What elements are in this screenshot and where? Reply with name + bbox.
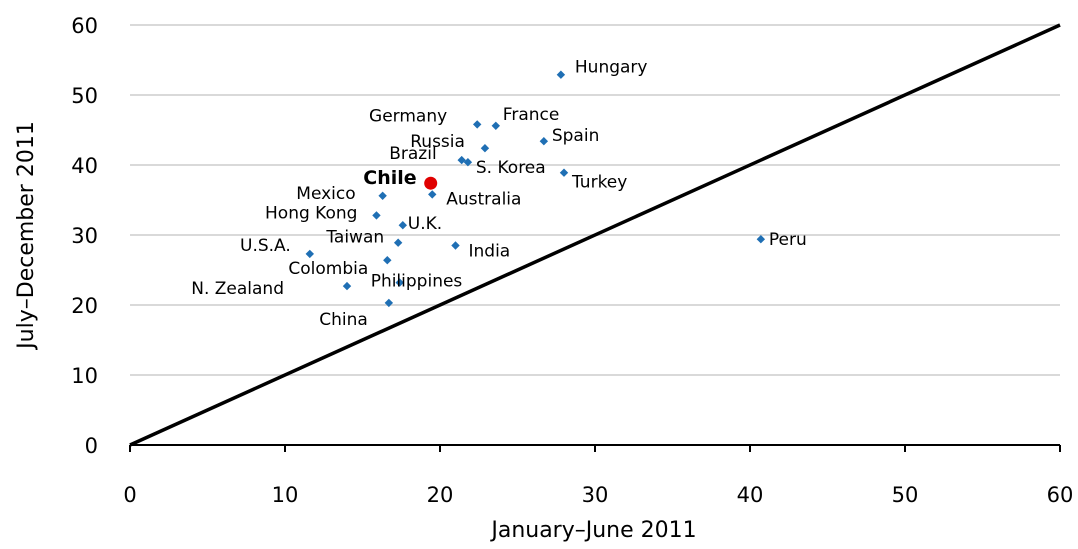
y-tick-label: 50 [71, 84, 98, 108]
data-points [305, 70, 766, 308]
x-tick-label: 50 [892, 483, 919, 507]
point-label: Russia [410, 132, 465, 152]
point-label: Spain [552, 126, 600, 146]
data-point [559, 168, 569, 177]
point-label: Colombia [288, 259, 368, 279]
point-label: Taiwan [325, 228, 384, 248]
axes: 0 10 20 30 40 50 60 0 10 20 30 40 50 60 [71, 14, 1073, 507]
x-tick-label: 0 [123, 483, 136, 507]
point-label: N. Zealand [191, 279, 284, 299]
y-tick-label: 0 [85, 434, 98, 458]
point-label: S. Korea [476, 158, 546, 178]
point-label: India [469, 242, 511, 262]
point-label: Mexico [296, 184, 355, 204]
y-tick-label: 20 [71, 294, 98, 318]
data-point [491, 121, 500, 130]
point-label: Peru [769, 230, 807, 250]
x-tick-label: 40 [737, 483, 764, 507]
data-point [372, 211, 381, 220]
data-point [473, 120, 482, 129]
point-label: U.S.A. [240, 236, 291, 256]
x-tick-label: 60 [1047, 483, 1074, 507]
y-tick-label: 40 [71, 154, 98, 178]
data-point [305, 249, 314, 259]
point-label: Germany [369, 106, 447, 126]
x-axis-title: January–June 2011 [489, 518, 696, 543]
data-point [383, 256, 392, 265]
y-tick-label: 60 [71, 14, 98, 38]
reference-line [129, 23, 1061, 447]
data-point-highlight [424, 176, 438, 190]
y-tick-label: 30 [71, 224, 98, 248]
point-label: Turkey [571, 173, 627, 193]
y-tick-label: 10 [71, 364, 98, 388]
data-point [556, 70, 566, 79]
x-tick-label: 20 [427, 483, 454, 507]
data-point [342, 281, 352, 291]
data-point [539, 137, 549, 146]
reference-line-group [129, 23, 1061, 447]
data-point [393, 238, 403, 247]
data-point [395, 278, 404, 287]
point-label: China [319, 310, 368, 330]
point-label: Brazil [389, 144, 436, 164]
point-label: Chile [363, 167, 416, 189]
point-label: Hong Kong [265, 203, 357, 223]
x-tick-label: 10 [272, 483, 299, 507]
data-point [451, 241, 460, 250]
data-point [384, 298, 394, 308]
data-point [398, 221, 407, 230]
y-axis-title: July–December 2011 [14, 121, 39, 351]
x-tick-label: 30 [582, 483, 609, 507]
point-label: U.K. [408, 214, 442, 234]
data-point [480, 144, 490, 153]
data-point [756, 235, 766, 244]
point-label: Hungary [575, 58, 648, 78]
data-point [463, 158, 473, 167]
point-label: France [503, 105, 560, 125]
point-label: Australia [446, 189, 521, 209]
point-label: Philippines [371, 272, 463, 292]
data-point [428, 190, 437, 199]
data-point [378, 191, 387, 200]
